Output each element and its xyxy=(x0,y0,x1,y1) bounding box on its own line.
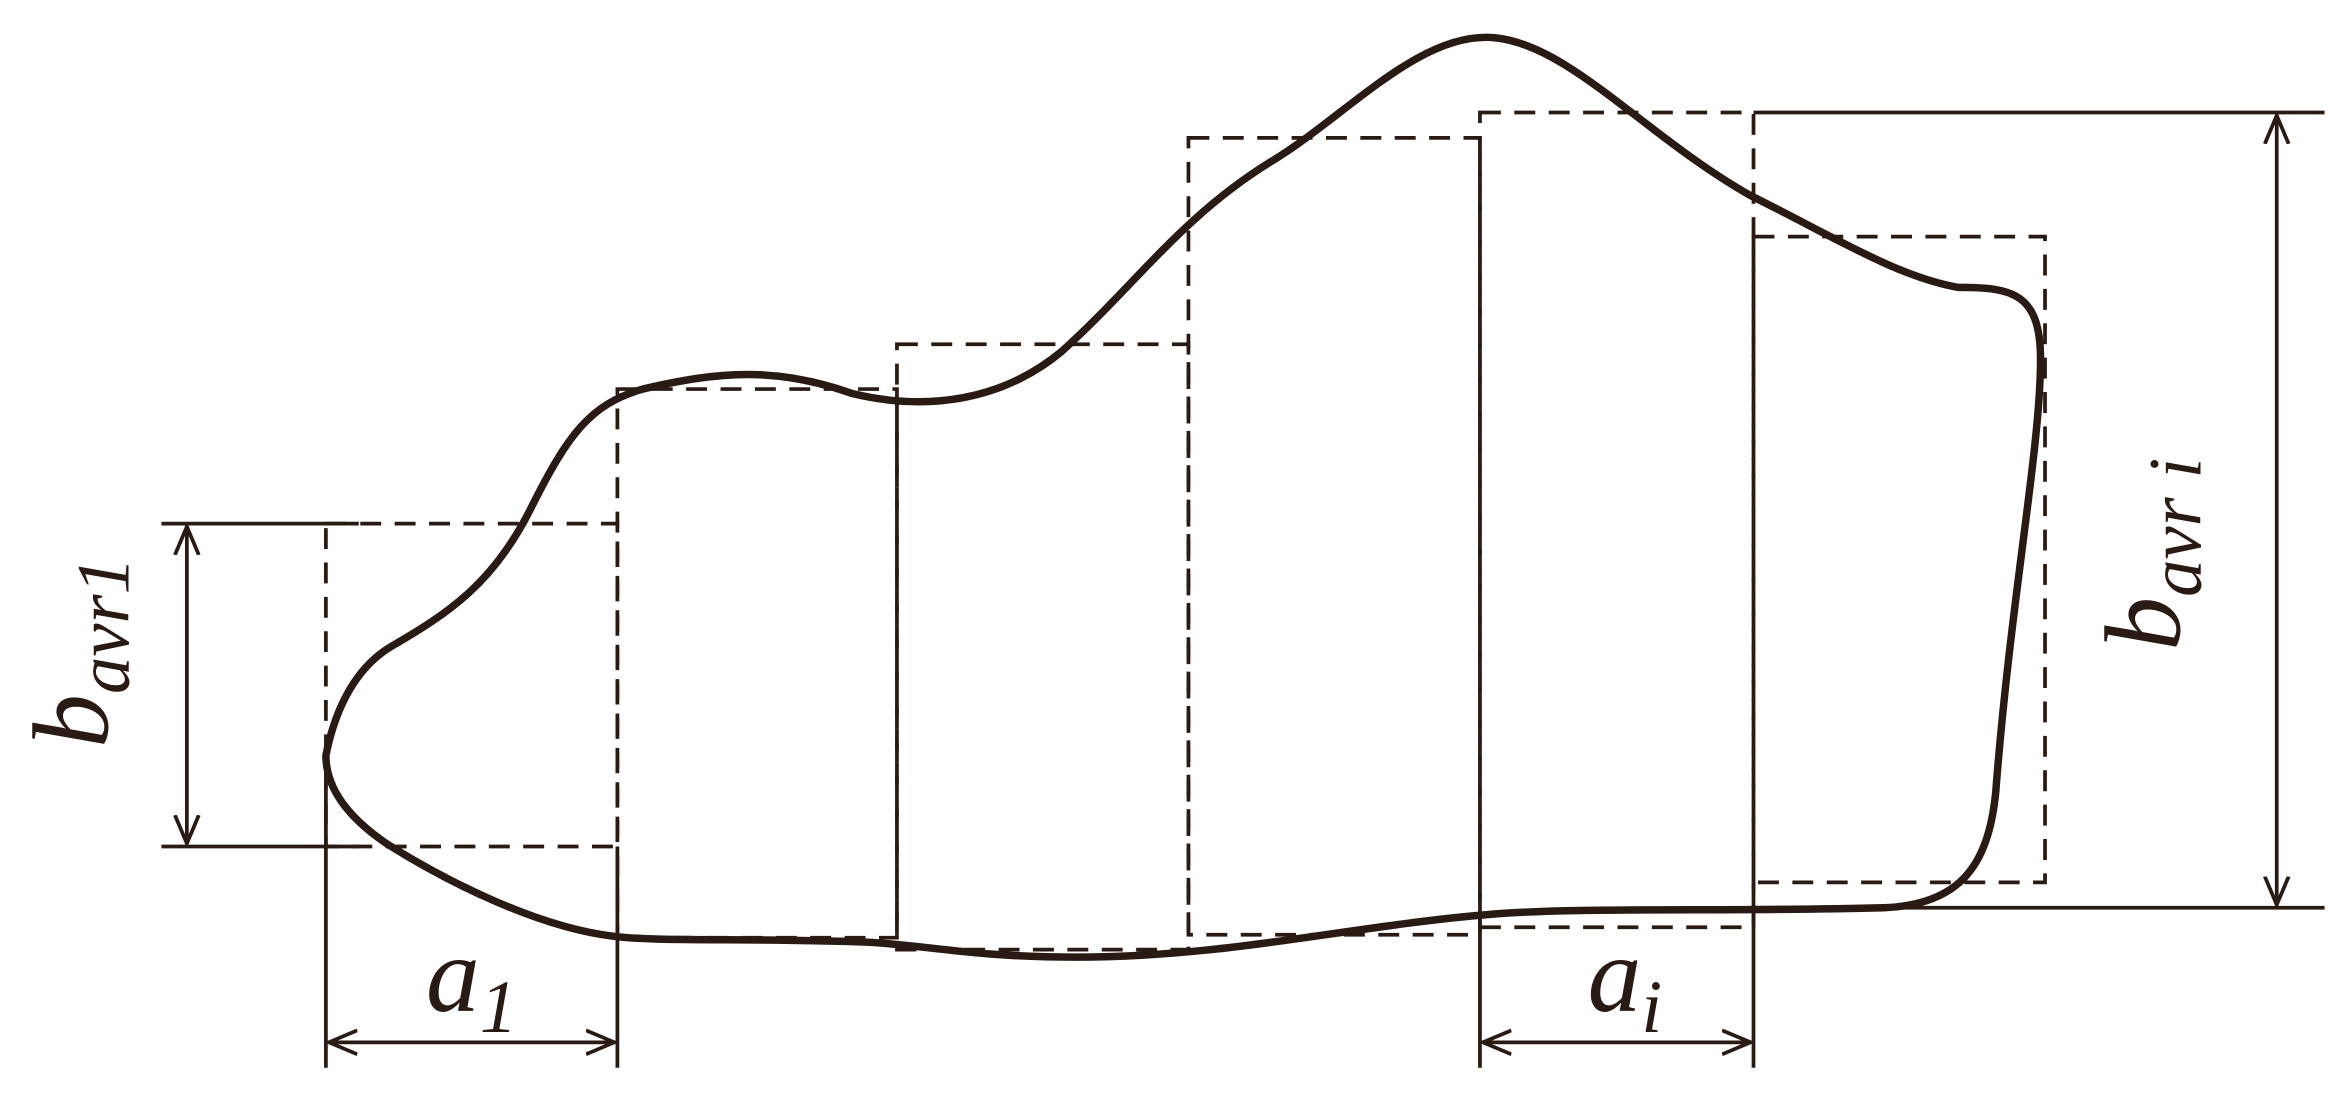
dashed-rectangles xyxy=(324,110,2047,952)
dimension-lines xyxy=(161,110,2325,1068)
label-b-avr1: bavr1 xyxy=(13,557,146,748)
label-ai: ai xyxy=(1588,916,1663,1049)
label-base: b xyxy=(2085,597,2204,651)
label-a1: a1 xyxy=(426,916,517,1049)
label-base: b xyxy=(13,694,132,748)
label-base: a xyxy=(1588,916,1642,1035)
label-sub: avr1 xyxy=(63,557,146,694)
label-sub: 1 xyxy=(480,966,517,1049)
label-b-avr-i: bavr i xyxy=(2085,458,2218,651)
contour xyxy=(322,33,2045,961)
label-sub: i xyxy=(1641,966,1662,1049)
label-base: a xyxy=(426,916,480,1035)
label-sub: avr i xyxy=(2134,458,2217,597)
